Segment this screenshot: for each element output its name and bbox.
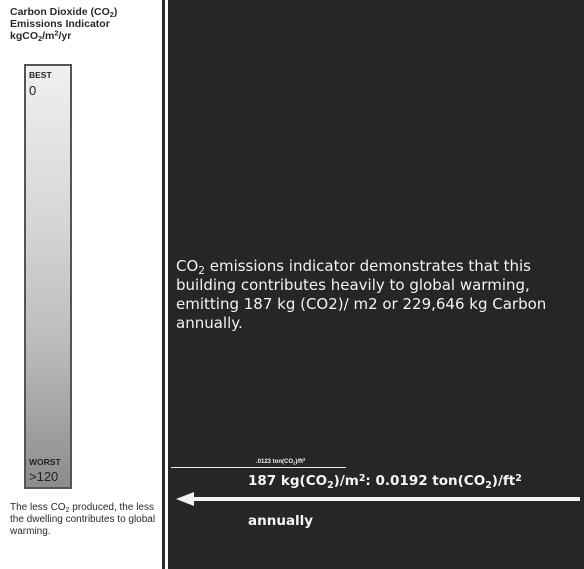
rate-part: )/ft <box>491 473 516 489</box>
indicator-title-subscript: 2 <box>109 10 114 20</box>
rate-part: : 0.0192 ton(CO <box>365 473 486 489</box>
description-part: emissions indicator demonstrates that th… <box>176 257 547 332</box>
indicator-title: Carbon Dioxide (CO2) Emissions Indicator… <box>10 6 160 42</box>
small-conversion-superscript: 2 <box>303 457 306 463</box>
rate-part: 187 kg(CO <box>248 473 328 489</box>
rate-subscript: 2 <box>327 479 334 491</box>
small-conversion-label: .0123 ton(CO2)/ft2 <box>256 457 306 466</box>
footnote-part: produced, the less the dwelling contribu… <box>10 502 156 537</box>
left-arrow-icon <box>176 492 580 506</box>
footnote-part: The less CO <box>10 502 66 513</box>
description-panel: CO2 emissions indicator demonstrates tha… <box>168 0 584 569</box>
small-conversion-part: .0123 ton(CO <box>256 459 294 465</box>
emissions-scale-bar: BEST 0 WORST >120 <box>24 64 72 489</box>
small-conversion-part: )/ft <box>295 459 304 465</box>
emission-rate-label: 187 kg(CO2)/m2: 0.0192 ton(CO2)/ft2 <box>248 472 522 491</box>
indicator-subtitle: Emissions Indicator <box>10 18 110 30</box>
description-subscript: 2 <box>198 265 205 278</box>
rate-superscript: 2 <box>515 472 522 484</box>
unit-subscript: 2 <box>38 34 43 44</box>
unit-part: /yr <box>58 30 72 42</box>
indicator-title-close: ) <box>113 6 118 18</box>
scale-best-label: BEST <box>29 70 52 80</box>
small-conversion-subscript: 2 <box>293 460 296 466</box>
annual-label: annually <box>248 513 314 529</box>
footnote-subscript: 2 <box>65 507 70 515</box>
indicator-unit: kgCO2/m2/yr <box>10 28 72 44</box>
unit-part: kgCO <box>10 30 39 42</box>
unit-superscript: 2 <box>54 28 59 38</box>
scale-best-value: 0 <box>29 83 37 98</box>
rate-subscript: 2 <box>485 479 492 491</box>
emissions-description: CO2 emissions indicator demonstrates tha… <box>176 257 584 333</box>
description-part: CO <box>176 257 199 275</box>
conversion-underline <box>171 467 346 468</box>
indicator-title-text: Carbon Dioxide (CO <box>10 6 110 18</box>
unit-part: /m <box>42 30 55 42</box>
scale-worst-value: >120 <box>29 469 59 484</box>
indicator-footnote: The less CO2 produced, the less the dwel… <box>10 502 160 538</box>
rate-part: )/m <box>333 473 359 489</box>
scale-worst-label: WORST <box>29 457 61 467</box>
rate-superscript: 2 <box>358 472 366 484</box>
indicator-panel: Carbon Dioxide (CO2) Emissions Indicator… <box>0 0 165 569</box>
